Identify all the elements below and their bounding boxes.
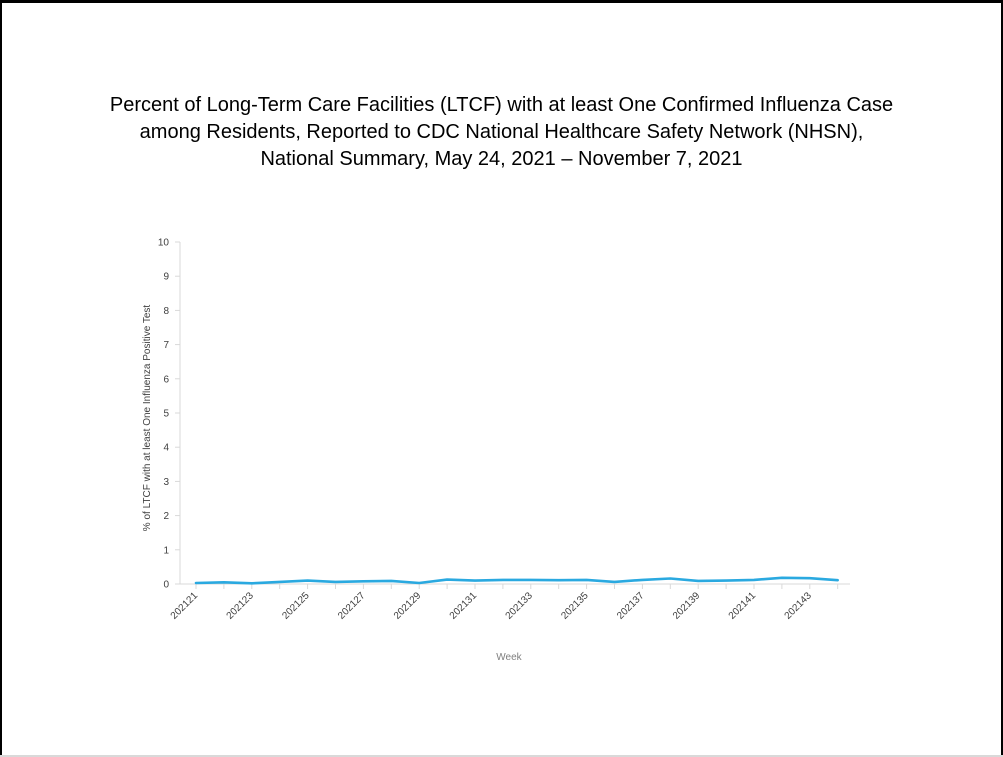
x-tick-label: 202127: [336, 590, 368, 622]
y-axis-title: % of LTCF with at least One Influenza Po…: [142, 305, 153, 532]
x-tick-label: 202129: [392, 590, 424, 622]
series-layer: [196, 578, 838, 584]
y-axis-ticks: 0 1 2 3 4 5 6 7 8 9 10: [158, 238, 180, 591]
x-tick-label: 202135: [559, 590, 591, 622]
x-tick-label: 202133: [504, 590, 536, 622]
x-axis-title: Week: [496, 652, 522, 663]
y-tick-label: 4: [163, 443, 169, 454]
x-tick-label: 202143: [783, 590, 815, 622]
x-tick-label: 202123: [225, 590, 257, 622]
y-tick-label: 0: [163, 580, 169, 591]
x-tick-label: 202121: [169, 590, 201, 622]
y-tick-label: 8: [163, 306, 169, 317]
y-tick-label: 5: [163, 409, 169, 420]
x-tick-label: 202141: [727, 590, 759, 622]
y-tick-label: 1: [163, 545, 169, 556]
x-tick-label: 202131: [448, 590, 480, 622]
y-tick-label: 6: [163, 374, 169, 385]
x-axis-ticks: 202121 202123 202125 202127 202129 202131 2021…: [169, 584, 838, 622]
y-tick-label: 7: [163, 340, 169, 351]
y-tick-label: 3: [163, 477, 169, 488]
y-tick-label: 9: [163, 272, 169, 283]
x-tick-label: 202137: [615, 590, 647, 622]
y-tick-label: 2: [163, 511, 169, 522]
x-tick-label: 202125: [280, 590, 312, 622]
x-tick-label: 202139: [671, 590, 703, 622]
series-line: [196, 578, 838, 584]
y-tick-label: 10: [158, 238, 170, 249]
